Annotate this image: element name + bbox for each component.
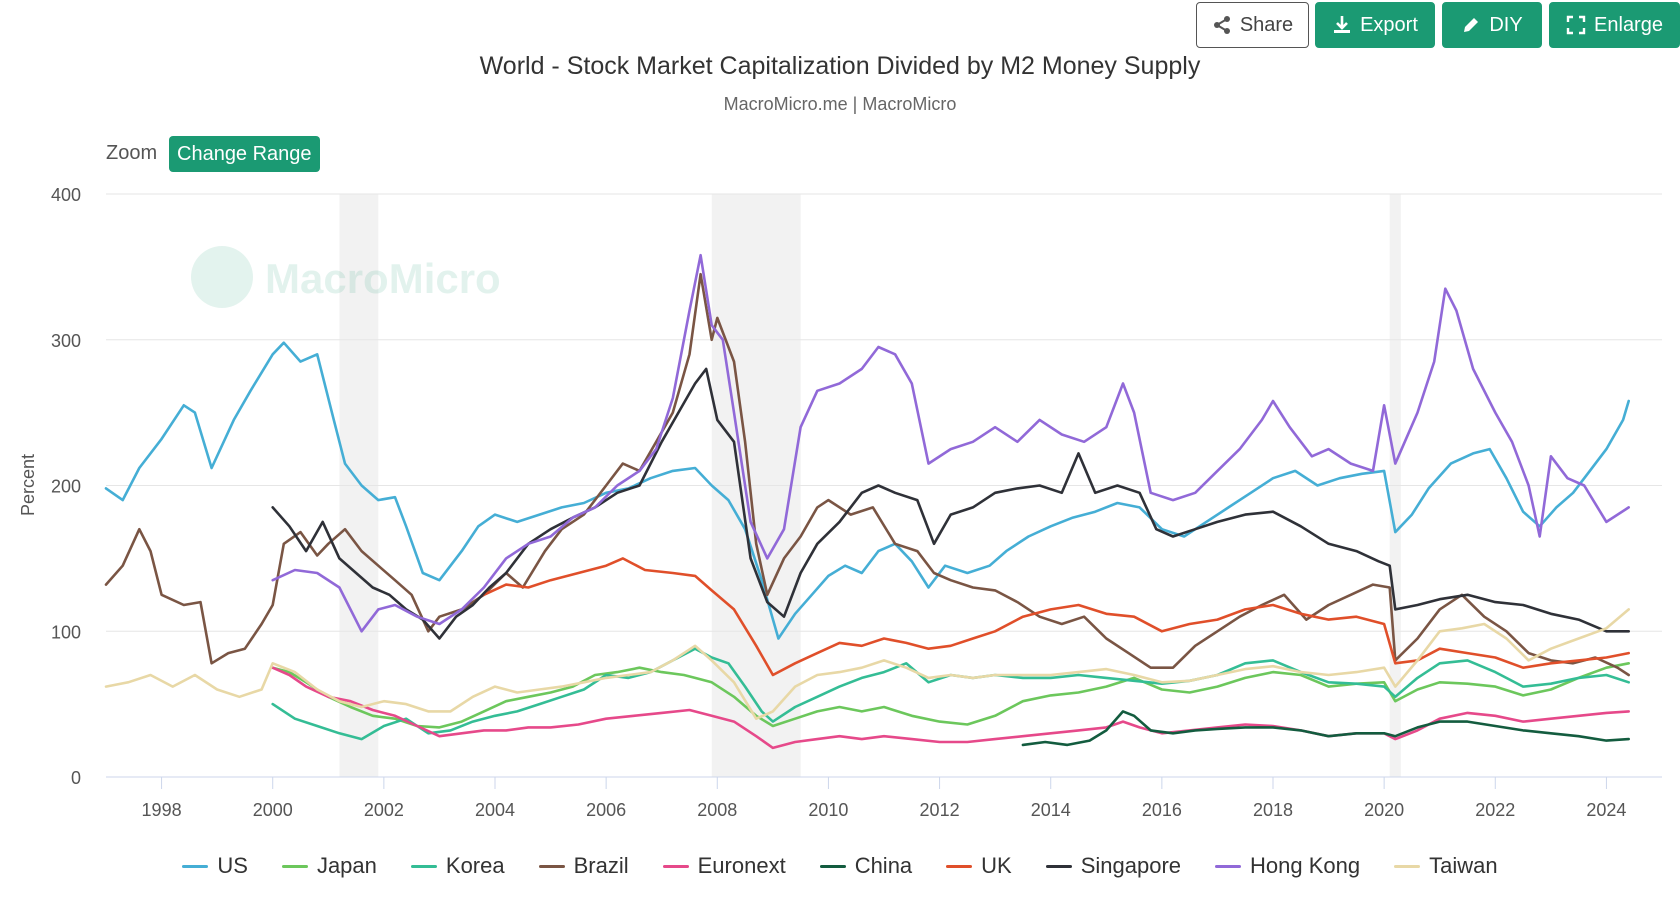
export-button[interactable]: Export — [1315, 2, 1435, 48]
legend-item-korea[interactable]: Korea — [410, 853, 505, 879]
series-lines — [104, 253, 1630, 750]
legend-swatch — [1215, 864, 1242, 868]
series-line-euronext[interactable] — [271, 666, 1630, 750]
share-label: Share — [1239, 13, 1294, 36]
legend-item-taiwan[interactable]: Taiwan — [1394, 853, 1498, 879]
chart-legend: US Japan Korea Brazil Euronext China UK Singapo… — [0, 853, 1680, 879]
download-icon — [1334, 16, 1351, 33]
legend-item-uk[interactable]: UK — [946, 853, 1012, 879]
legend-swatch — [1394, 864, 1421, 868]
series-line-singapore[interactable] — [271, 367, 1630, 640]
series-line-hong-kong[interactable] — [271, 253, 1630, 633]
enlarge-button[interactable]: Enlarge — [1549, 2, 1680, 48]
y-tick-label: 200 — [51, 477, 81, 497]
legend-swatch — [538, 864, 565, 868]
x-tick-label: 2004 — [475, 800, 515, 820]
legend-label: Korea — [445, 853, 505, 878]
legend-item-hong-kong[interactable]: Hong Kong — [1215, 853, 1360, 879]
x-tick-label: 1998 — [142, 800, 182, 820]
grid-lines — [106, 193, 1662, 778]
x-tick-label: 2002 — [364, 800, 404, 820]
x-tick-label: 2014 — [1031, 800, 1071, 820]
watermark-logo-icon — [191, 246, 253, 308]
diy-button[interactable]: DIY — [1442, 2, 1542, 48]
x-tick-label: 2024 — [1586, 800, 1626, 820]
y-axis-label: Percent — [18, 454, 38, 516]
x-tick-label: 2006 — [586, 800, 626, 820]
share-button[interactable]: Share — [1196, 2, 1309, 48]
series-line-korea[interactable] — [271, 647, 1630, 741]
legend-label: Brazil — [573, 853, 629, 878]
export-label: Export — [1360, 13, 1418, 36]
legend-label: China — [854, 853, 913, 878]
x-tick-label: 2008 — [697, 800, 737, 820]
x-tick-label: 2018 — [1253, 800, 1293, 820]
axes: 0 100 200 300 400 1998 2000 2002 2004 2006 2008 201… — [51, 185, 1626, 820]
y-tick-label: 100 — [51, 622, 81, 642]
legend-item-singapore[interactable]: Singapore — [1045, 853, 1182, 879]
x-tick-label: 2010 — [808, 800, 848, 820]
line-chart: MacroMicro 0 100 200 300 400 1998 2000 2002 2004… — [18, 185, 1662, 820]
x-tick-label: 2012 — [920, 800, 960, 820]
diy-label: DIY — [1489, 13, 1523, 36]
watermark: MacroMicro — [191, 246, 501, 308]
legend-swatch — [819, 864, 846, 868]
x-tick-label: 2022 — [1475, 800, 1515, 820]
legend-swatch — [182, 864, 209, 868]
enlarge-label: Enlarge — [1594, 13, 1663, 36]
legend-item-china[interactable]: China — [819, 853, 913, 879]
legend-label: Hong Kong — [1250, 853, 1361, 878]
chart-subtitle: MacroMicro.me | MacroMicro — [723, 94, 957, 114]
series-line-taiwan[interactable] — [104, 608, 1630, 720]
legend-swatch — [1045, 864, 1072, 868]
legend-swatch — [281, 864, 308, 868]
legend-item-euronext[interactable]: Euronext — [662, 853, 786, 879]
legend-label: Japan — [316, 853, 377, 878]
legend-label: Taiwan — [1429, 853, 1498, 878]
x-tick-label: 2020 — [1364, 800, 1404, 820]
y-tick-label: 300 — [51, 331, 81, 351]
y-tick-label: 0 — [71, 768, 81, 788]
series-line-brazil[interactable] — [104, 272, 1630, 677]
legend-label: Euronext — [697, 853, 786, 878]
legend-item-us[interactable]: US — [182, 853, 248, 879]
legend-swatch — [946, 864, 973, 868]
legend-swatch — [410, 864, 437, 868]
zoom-label: Zoom — [106, 142, 158, 164]
watermark-text: MacroMicro — [265, 255, 501, 302]
legend-label: UK — [981, 853, 1012, 878]
series-line-uk[interactable] — [482, 557, 1630, 677]
series-line-china[interactable] — [1021, 710, 1630, 747]
series-line-us[interactable] — [104, 341, 1630, 640]
legend-item-brazil[interactable]: Brazil — [538, 853, 629, 879]
expand-icon — [1566, 15, 1586, 35]
chart-title: World - Stock Market Capitalization Divi… — [479, 52, 1201, 80]
share-icon — [1213, 16, 1230, 34]
pencil-icon — [1464, 18, 1479, 32]
legend-item-japan[interactable]: Japan — [281, 853, 377, 879]
legend-swatch — [662, 864, 689, 868]
legend-label: US — [217, 853, 248, 878]
legend-label: Singapore — [1080, 853, 1182, 878]
x-tick-label: 2016 — [1142, 800, 1182, 820]
y-tick-label: 400 — [51, 185, 81, 205]
x-tick-label: 2000 — [253, 800, 293, 820]
change-range-button[interactable]: Change Range — [169, 136, 320, 172]
